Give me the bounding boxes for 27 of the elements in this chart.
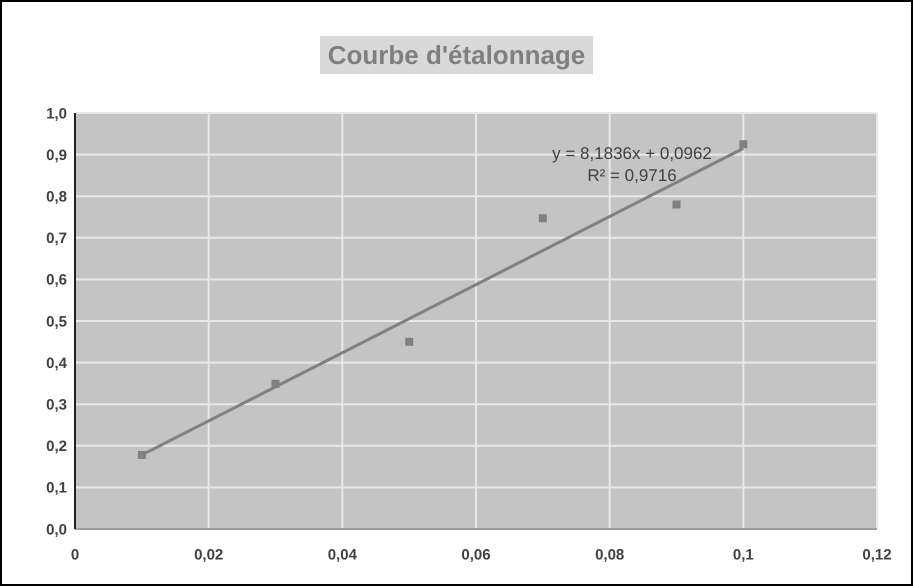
annotation: y = 8,1836x + 0,0962 (551, 143, 713, 165)
x-tick-label: 0,1 (732, 546, 754, 564)
y-tick-label: 0,0 (46, 521, 67, 538)
x-tick-label: 0,08 (595, 546, 624, 564)
point (138, 450, 146, 459)
y-tick-label: 0,3 (46, 396, 67, 414)
point (538, 214, 547, 222)
point (405, 338, 414, 346)
y-tick-label: 1,0 (46, 105, 67, 122)
y-tick-label: 0,8 (46, 188, 67, 206)
y-tick-label: 0,5 (46, 313, 67, 330)
y-tick-label: 0,4 (46, 354, 68, 372)
x-tick-label: 0,06 (461, 546, 491, 564)
y-tick-label: 0,1 (46, 480, 67, 497)
point (739, 140, 748, 148)
y-tick-label: 0,6 (46, 272, 67, 289)
y-tick-label: 0,9 (46, 146, 67, 164)
point (672, 200, 680, 209)
x-tick-label: 0,02 (194, 546, 224, 564)
point (272, 380, 280, 388)
x-tick-label: 0,12 (862, 546, 892, 564)
chart-title: Courbe d'étalonnage (320, 36, 594, 74)
y-tick-label: 0,2 (46, 438, 67, 456)
annotation: R² = 0,9716 (586, 165, 678, 187)
x-tick-label: 0 (70, 546, 80, 564)
x-tick-label: 0,04 (328, 546, 358, 564)
y-tick-label: 0,7 (46, 230, 67, 248)
